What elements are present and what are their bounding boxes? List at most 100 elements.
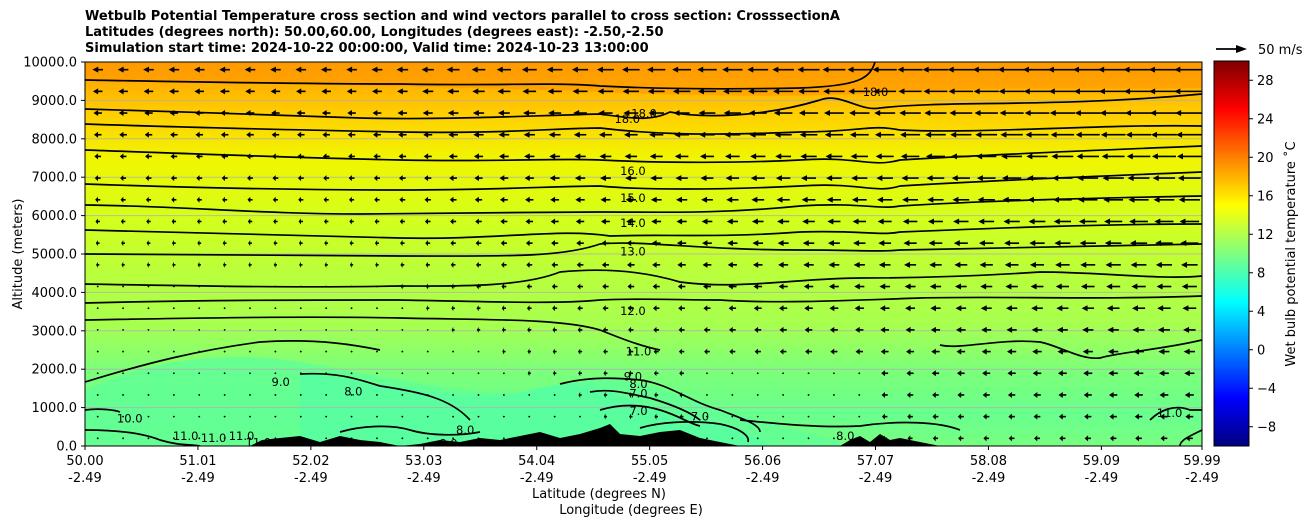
- x-tick-label-lat: 52.02: [292, 454, 329, 469]
- wind-vector: [552, 326, 557, 333]
- wind-vector-head: [981, 326, 987, 333]
- wind-vector-head: [296, 88, 302, 95]
- wind-vector-head: [1179, 218, 1186, 225]
- wind-vector-head: [701, 196, 708, 203]
- wind-vector-head: [854, 305, 860, 312]
- wind-vector: [1184, 391, 1194, 398]
- wind-vector: [349, 261, 354, 268]
- wind-vector: [299, 307, 302, 310]
- wind-vector-head: [906, 348, 911, 355]
- colorbar-tick-label: 28: [1257, 74, 1274, 89]
- wind-vector-head: [907, 435, 911, 442]
- wind-vector-head: [346, 88, 353, 95]
- wind-vector: [706, 415, 708, 418]
- wind-vector: [502, 415, 505, 418]
- x-tick-label-lon: -2.49: [859, 471, 893, 486]
- wind-vector: [122, 394, 124, 396]
- wind-vector: [472, 88, 485, 95]
- wind-vector: [425, 240, 431, 247]
- wind-vector-head: [170, 175, 175, 182]
- contour-line: [85, 62, 876, 90]
- wind-vector-head: [701, 218, 708, 225]
- wind-vector: [1080, 283, 1095, 290]
- wind-vector-head: [947, 66, 954, 73]
- wind-vector: [830, 348, 838, 355]
- wind-vector: [96, 415, 99, 418]
- wind-vector-head: [121, 261, 124, 268]
- wind-vector-head: [622, 66, 629, 73]
- wind-vector-head: [957, 413, 962, 420]
- wind-vector: [1074, 110, 1101, 117]
- wind-vector-head: [1026, 153, 1033, 160]
- wind-vector: [878, 261, 891, 268]
- wind-vector-head: [1108, 391, 1114, 398]
- wind-vector: [1130, 261, 1147, 268]
- wind-vector-dot: [756, 372, 759, 375]
- wind-vector: [623, 131, 638, 138]
- wind-vector: [244, 66, 256, 73]
- wind-vector: [851, 175, 868, 182]
- wind-vector-head: [773, 88, 780, 95]
- wind-vector-dot: [122, 394, 124, 396]
- wind-vector-head: [373, 175, 378, 182]
- wind-vector: [932, 413, 939, 420]
- wind-vector-head: [195, 131, 200, 138]
- wind-vector-dot: [122, 372, 124, 375]
- wind-vector-head: [1047, 66, 1054, 73]
- wind-vector: [600, 196, 611, 203]
- wind-vector-head: [324, 240, 327, 247]
- wind-vector-head: [374, 240, 378, 247]
- wind-vector-dot: [223, 328, 226, 331]
- wind-vector-head: [1023, 88, 1030, 95]
- wind-vector-head: [349, 218, 352, 225]
- wind-vector: [652, 283, 660, 290]
- wind-vector-dot: [426, 437, 429, 440]
- wind-vector: [799, 131, 818, 138]
- wind-vector-head: [551, 240, 556, 247]
- wind-vector-head: [121, 240, 124, 247]
- wind-vector: [675, 175, 688, 182]
- y-tick-label: 1000.0: [32, 401, 78, 416]
- wind-vector: [501, 261, 507, 268]
- wind-vector: [652, 261, 661, 268]
- wind-vector-head: [1134, 413, 1139, 420]
- wind-vector: [523, 131, 535, 138]
- wind-vector-head: [1000, 131, 1007, 138]
- wind-vector-head: [1008, 413, 1012, 420]
- colorbar-tick-label: 0: [1257, 343, 1265, 358]
- wind-vector-head: [223, 261, 225, 268]
- wind-vector: [426, 350, 429, 353]
- wind-vector-head: [501, 305, 505, 312]
- wind-vector-head: [1132, 326, 1139, 333]
- wind-vector: [1099, 110, 1127, 117]
- wind-vector-head: [626, 218, 632, 225]
- wind-vector: [875, 153, 894, 160]
- wind-vector: [198, 328, 201, 331]
- wind-vector: [653, 370, 659, 377]
- wind-vector-head: [475, 218, 479, 225]
- wind-vector-head: [828, 261, 835, 268]
- wind-vector: [952, 196, 970, 203]
- wind-vector-head: [1107, 348, 1114, 355]
- wind-vector-dot: [249, 372, 251, 375]
- wind-vector: [1022, 66, 1052, 73]
- wind-vector-head: [273, 261, 276, 268]
- wind-vector: [777, 240, 789, 247]
- wind-vector: [625, 196, 636, 203]
- wind-vector: [1033, 391, 1041, 398]
- wind-vector-head: [625, 175, 632, 182]
- wind-vector-head: [798, 88, 805, 95]
- contour-line: [599, 404, 701, 427]
- wind-vector: [625, 175, 637, 182]
- wind-vector: [577, 283, 584, 290]
- wind-vector: [447, 88, 459, 95]
- wind-vector-head: [1074, 110, 1081, 117]
- wind-vector-head: [321, 110, 327, 117]
- wind-vector-head: [728, 305, 733, 312]
- wind-vector-dot: [832, 415, 835, 418]
- wind-vector: [274, 394, 277, 396]
- wind-vector-head: [602, 283, 606, 290]
- wind-vector-head: [577, 305, 581, 312]
- wind-vector-head: [847, 66, 854, 73]
- wind-vector-head: [1175, 110, 1182, 117]
